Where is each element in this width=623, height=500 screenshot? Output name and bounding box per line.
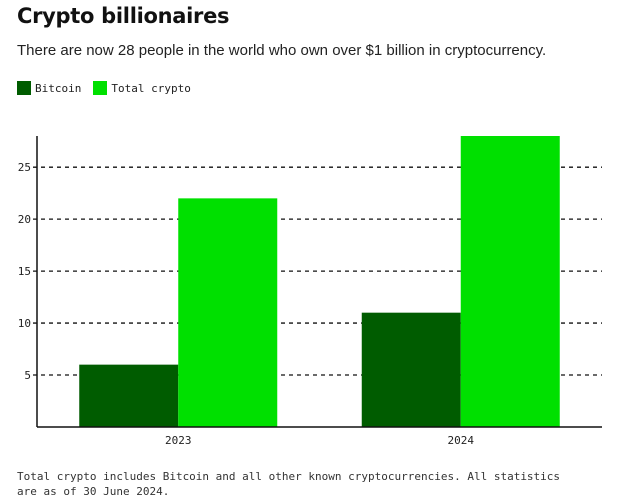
bar-total-crypto-2024 xyxy=(460,136,560,427)
legend-swatch-total-crypto xyxy=(93,81,108,95)
y-tick-label-25: 25 xyxy=(18,161,31,174)
footnote: Total crypto includes Bitcoin and all ot… xyxy=(17,470,561,498)
bar-total-crypto-2023 xyxy=(178,198,278,427)
legend-label-total-crypto: Total crypto xyxy=(111,81,191,95)
legend-item-total-crypto: Total crypto xyxy=(93,81,191,95)
y-tick-label-10: 10 xyxy=(18,317,31,330)
y-tick-label-15: 15 xyxy=(18,265,31,278)
chart-subtitle: There are now 28 people in the world who… xyxy=(17,42,547,59)
bar-bitcoin-2023 xyxy=(79,364,179,427)
legend-item-bitcoin: Bitcoin xyxy=(17,81,81,95)
legend-label-bitcoin: Bitcoin xyxy=(35,81,82,95)
x-tick-label-2023: 2023 xyxy=(165,434,192,447)
bar-chart: 5 10 15 20 25 2023 2024 xyxy=(18,136,602,447)
bar-bitcoin-2024 xyxy=(361,312,461,427)
x-tick-label-2024: 2024 xyxy=(448,434,475,447)
y-tick-label-5: 5 xyxy=(24,369,31,382)
chart-title: Crypto billionaires xyxy=(17,4,230,28)
legend-swatch-bitcoin xyxy=(17,81,31,95)
y-tick-label-20: 20 xyxy=(18,213,31,226)
legend: Bitcoin Total crypto xyxy=(17,81,203,95)
